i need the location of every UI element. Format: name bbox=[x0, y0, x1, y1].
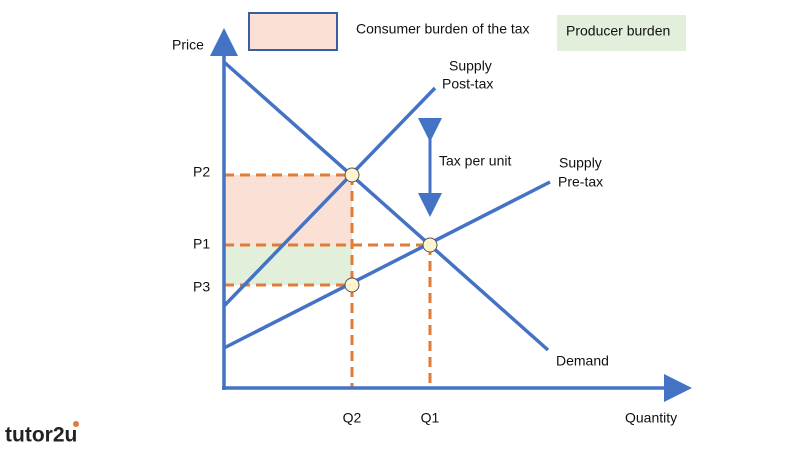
curve-label: Supply bbox=[559, 155, 602, 171]
pre-tax-equilibrium bbox=[422, 237, 438, 253]
price-label: P3 bbox=[193, 279, 210, 295]
price-label: P1 bbox=[193, 236, 210, 252]
y-axis-label: Price bbox=[172, 37, 204, 53]
curve-label: Demand bbox=[556, 353, 609, 369]
curve-label: Supply bbox=[449, 58, 492, 74]
supply-post-tax-curve bbox=[222, 86, 437, 308]
legend-consumer-swatch bbox=[248, 12, 338, 51]
logo-dot bbox=[73, 421, 79, 427]
tax-label: Tax per unit bbox=[439, 153, 511, 169]
producer-burden-area bbox=[224, 245, 352, 285]
consumer-burden-area bbox=[224, 175, 352, 245]
legend-consumer-label: Consumer burden of the tax bbox=[356, 21, 530, 37]
quantity-label: Q2 bbox=[343, 410, 362, 426]
curve-label: Pre-tax bbox=[558, 174, 603, 190]
x-axis-label: Quantity bbox=[625, 410, 677, 426]
curve-label: Post-tax bbox=[442, 76, 493, 92]
legend-producer-box bbox=[557, 15, 686, 51]
post-tax-equilibrium bbox=[344, 167, 360, 183]
legend-producer-label: Producer burden bbox=[566, 23, 670, 39]
producer-price-point bbox=[344, 277, 360, 293]
quantity-label: Q1 bbox=[421, 410, 440, 426]
logo: tutor2u bbox=[5, 424, 77, 447]
price-label: P2 bbox=[193, 164, 210, 180]
supply-pre-tax-curve bbox=[223, 180, 551, 350]
demand-curve bbox=[222, 60, 550, 352]
